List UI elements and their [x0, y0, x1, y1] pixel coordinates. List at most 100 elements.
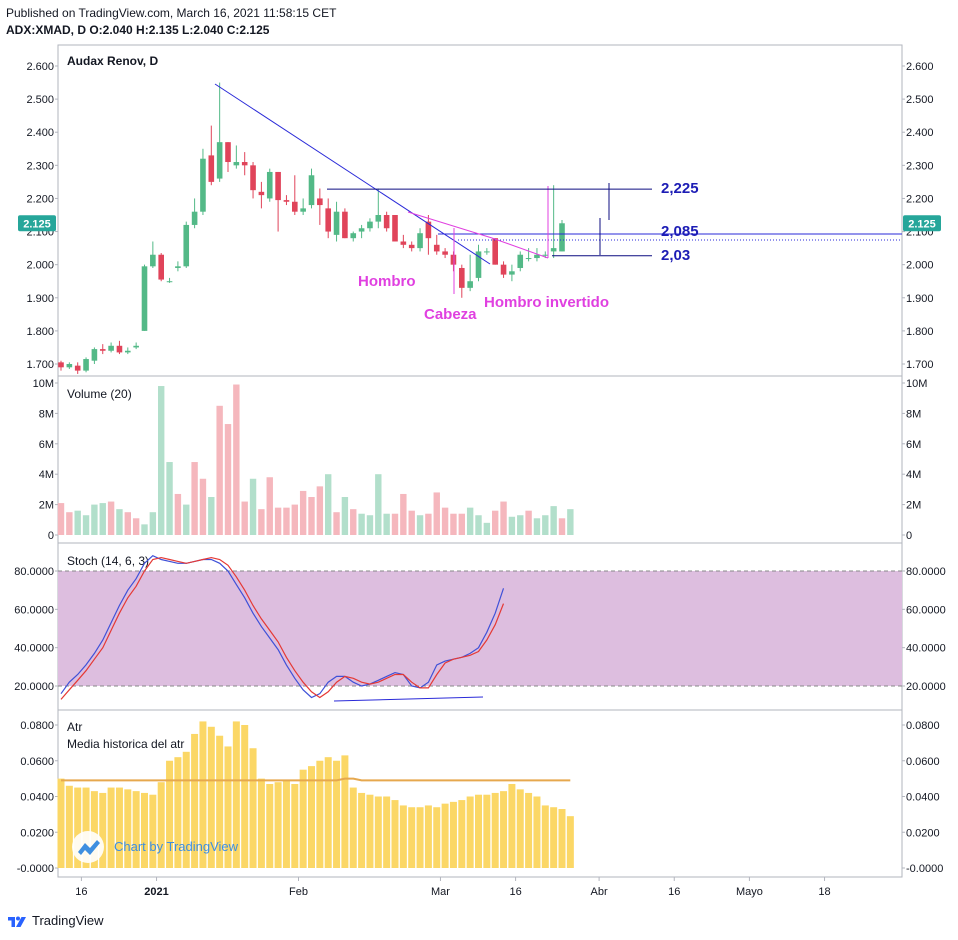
y-tick-label-right: 60.0000 [906, 604, 946, 616]
atr-bar [65, 785, 73, 868]
y-tick-label-right: 1.700 [906, 359, 934, 371]
y-tick-label-right: 4M [906, 469, 921, 481]
atr-bar [508, 783, 516, 868]
y-tick-label-right: 2.200 [906, 193, 934, 205]
volume-bar [366, 515, 374, 535]
y-tick-label-left: 0.0800 [20, 720, 54, 732]
volume-bar [74, 510, 81, 535]
atr-bar [157, 782, 165, 868]
candle-body [116, 345, 123, 353]
candle-body [367, 221, 373, 229]
volume-bar [283, 507, 290, 535]
atr-bar [516, 789, 524, 868]
atr-bar [533, 796, 541, 868]
last-price-badge-left [18, 215, 56, 232]
volume-bar [99, 503, 106, 535]
y-tick-label-left: 0.0200 [20, 827, 54, 839]
volume-bar [325, 474, 332, 535]
volume-bar [450, 513, 457, 535]
y-tick-label-left: 0.0600 [20, 756, 54, 768]
volume-pane-title: Volume (20) [67, 387, 132, 401]
volume-bar [141, 524, 148, 535]
y-tick-label-right: 1.800 [906, 326, 934, 338]
volume-bar [57, 503, 65, 535]
candle-body [266, 171, 273, 199]
watermark-text: Chart by TradingView [114, 839, 239, 854]
atr-bar [274, 782, 282, 868]
volume-bar [116, 509, 123, 535]
watermark-logo-icon [78, 840, 100, 855]
candle-body [425, 221, 432, 239]
volume-bar [416, 515, 424, 535]
price-pane-title: Audax Renov, D [67, 54, 158, 68]
volume-bar [291, 504, 298, 535]
stoch-k-line [60, 554, 505, 699]
volume-bar [383, 513, 390, 535]
volume-bar [82, 515, 90, 535]
candle-body [275, 171, 281, 201]
atr-bar [424, 805, 432, 868]
atr-bar [491, 792, 499, 868]
candle-body [233, 162, 240, 166]
candle-body [200, 158, 206, 212]
candle-body [467, 281, 473, 288]
tradingview-logo-icon [8, 916, 26, 927]
last-price-badge-right [903, 215, 941, 232]
volume-bar [517, 515, 524, 535]
candle-body [475, 251, 482, 278]
candle-body [500, 264, 507, 275]
candle-body [350, 233, 357, 239]
candle-body [375, 215, 382, 222]
atr-bar [566, 816, 574, 868]
candle-body [108, 345, 114, 351]
y-tick-label-left: 1.900 [26, 293, 54, 305]
atr-bar [74, 787, 82, 868]
volume-bar [208, 497, 215, 535]
tradingview-brand: TradingView [32, 913, 104, 928]
atr-bar [266, 783, 274, 868]
x-tick-label: Feb [289, 886, 308, 898]
candle-body [74, 365, 81, 371]
volume-bar [350, 509, 357, 535]
atr-bar [475, 794, 482, 868]
candle-body [166, 281, 173, 283]
atr-bar [166, 760, 174, 868]
atr-bar [115, 787, 123, 868]
volume-bar [475, 515, 482, 535]
tradingview-footer[interactable]: TradingView [6, 913, 104, 928]
volume-bar [492, 510, 499, 535]
stoch-band [58, 571, 902, 686]
atr-bar [558, 809, 566, 868]
x-tick-label: 16 [75, 886, 87, 898]
atr-bar [299, 769, 307, 868]
atr-bar [525, 792, 533, 868]
volume-bar [391, 513, 399, 535]
atr-bar [57, 778, 65, 868]
y-tick-label-left: 2.000 [26, 260, 54, 272]
y-tick-label-right: 2.400 [906, 127, 934, 139]
candle-body [308, 175, 315, 206]
pattern-line-left [407, 211, 493, 239]
y-tick-label-left: 10M [33, 378, 54, 390]
volume-bar [542, 515, 549, 535]
x-tick-label: 2021 [144, 886, 168, 898]
volume-bar [533, 518, 541, 535]
volume-bar [550, 506, 557, 535]
candle-body [342, 211, 348, 239]
candle-body [542, 254, 549, 256]
volume-bar [199, 478, 207, 535]
last-price-label-left: 2.125 [23, 218, 51, 230]
volume-bar [425, 513, 432, 535]
atr-bar [257, 778, 265, 868]
atr-average-line [61, 777, 571, 782]
candle-body [241, 162, 248, 166]
volume-bar [508, 516, 516, 535]
volume-bar [299, 490, 307, 535]
atr-pane-title: Atr [67, 720, 82, 734]
y-tick-label-left: 2.200 [26, 193, 54, 205]
atr-bar [90, 791, 98, 868]
atr-bar [408, 807, 416, 868]
y-tick-label-right: 80.0000 [906, 566, 946, 578]
candle-body [125, 350, 131, 353]
